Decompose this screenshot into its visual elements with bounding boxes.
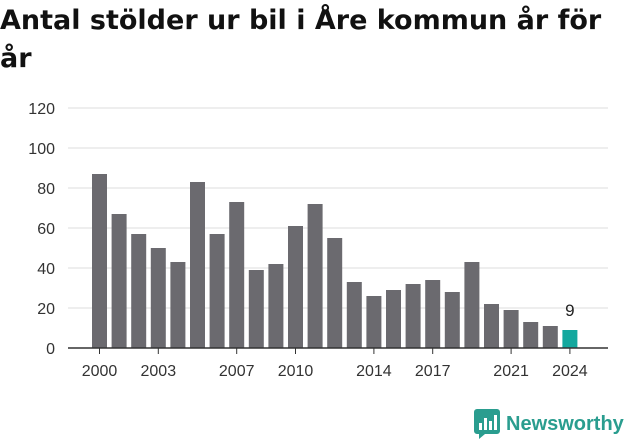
- bar-2000: [92, 174, 107, 348]
- x-tick-label: 2024: [552, 363, 588, 380]
- y-tick-label: 80: [37, 181, 55, 198]
- x-tick-label: 2017: [415, 363, 451, 380]
- bar-2014: [366, 296, 382, 348]
- x-tick-label: 2010: [278, 363, 314, 380]
- newsworthy-logo-icon: [474, 409, 500, 439]
- x-tick-label: 2000: [82, 363, 118, 380]
- x-tick-label: 2003: [141, 363, 177, 380]
- bar-2008: [248, 270, 264, 348]
- x-tick-label: 2021: [493, 363, 529, 380]
- bar-2005: [190, 182, 205, 348]
- bar-2023: [542, 326, 558, 348]
- x-tick-label: 2007: [219, 363, 255, 380]
- bar-2010: [288, 226, 303, 348]
- bars: [92, 174, 578, 348]
- bar-2002: [131, 234, 147, 348]
- bar-2019: [464, 262, 480, 348]
- bar-2018: [444, 292, 460, 348]
- bar-2024: [562, 330, 578, 348]
- bar-2001: [111, 214, 127, 348]
- bar-2006: [209, 234, 225, 348]
- bar-2013: [346, 282, 362, 348]
- bar-2011: [307, 204, 323, 348]
- bar-2020: [484, 304, 499, 348]
- brand-logo: Newsworthy: [474, 408, 624, 440]
- y-tick-label: 20: [37, 301, 55, 318]
- x-axis-ticks: 2000 2003 2007 2010 2014 2017 2021 2024: [82, 348, 588, 380]
- data-labels: 9: [565, 301, 574, 320]
- y-axis-ticks: 0 20 40 60 80 100 120: [28, 101, 55, 358]
- bar-2012: [327, 238, 343, 348]
- bar-2016: [405, 284, 421, 348]
- y-tick-label: 60: [37, 221, 55, 238]
- x-tick-label: 2014: [356, 363, 392, 380]
- bar-2009: [268, 264, 284, 348]
- bar-2007: [229, 202, 245, 348]
- bar-2017: [425, 280, 441, 348]
- y-tick-label: 40: [37, 261, 55, 278]
- bar-2022: [523, 322, 539, 348]
- brand-name: Newsworthy: [506, 412, 624, 435]
- chart-title: Antal stölder ur bil i Åre kommun år för…: [0, 5, 602, 74]
- y-tick-label: 100: [28, 141, 55, 158]
- bar-2003: [150, 248, 166, 348]
- bar-2004: [170, 262, 186, 348]
- data-label-2024: 9: [565, 301, 574, 320]
- y-tick-label: 0: [46, 341, 55, 358]
- bar-2021: [503, 310, 519, 348]
- bar-2015: [386, 290, 401, 348]
- y-tick-label: 120: [28, 101, 55, 118]
